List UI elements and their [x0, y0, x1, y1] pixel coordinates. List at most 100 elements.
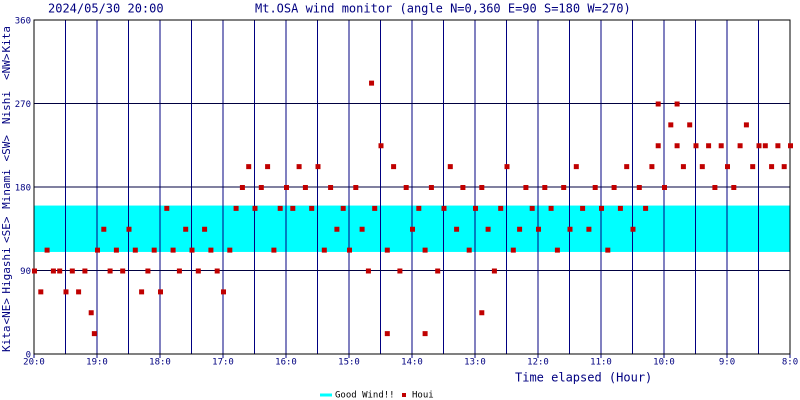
wind-point: [309, 205, 315, 211]
x-tick-label: 20:0: [23, 358, 45, 368]
wind-point: [447, 164, 453, 170]
wind-point: [479, 185, 485, 190]
x-tick-label: 10:0: [653, 358, 675, 368]
wind-point: [359, 226, 365, 232]
y-tick-label: 360: [15, 17, 31, 27]
wind-point: [233, 205, 239, 211]
wind-point: [76, 289, 82, 295]
wind-point: [384, 247, 390, 253]
wind-point: [504, 164, 510, 170]
wind-point: [706, 143, 712, 149]
x-tick-label: 9:0: [719, 358, 735, 368]
wind-point: [668, 122, 674, 128]
x-tick-label: 13:0: [464, 358, 486, 368]
wind-point: [372, 205, 378, 211]
wind-point: [441, 205, 447, 211]
wind-point: [473, 205, 478, 211]
wind-point: [403, 185, 409, 190]
y-tick-label: 270: [15, 100, 31, 110]
wind-point: [151, 247, 157, 253]
wind-point: [693, 143, 699, 149]
wind-point: [655, 101, 661, 107]
datetime: 2024/05/30 20:00: [48, 2, 164, 16]
wind-point: [750, 164, 756, 170]
wind-point: [328, 185, 334, 190]
wind-point: [617, 205, 623, 211]
wind-point: [296, 164, 302, 170]
y-axis-label: Minami: [0, 169, 13, 209]
wind-point: [101, 226, 107, 232]
wind-point: [284, 185, 289, 190]
wind-point: [454, 226, 460, 232]
wind-point: [170, 247, 176, 253]
wind-point: [523, 185, 529, 190]
wind-point: [712, 185, 718, 190]
wind-point: [139, 289, 145, 295]
legend-swatch: [402, 393, 406, 397]
wind-point: [485, 226, 491, 232]
wind-point: [321, 247, 327, 253]
wind-point: [88, 310, 94, 316]
wind-point: [636, 185, 642, 190]
y-tick-label: 90: [20, 267, 31, 277]
wind-point: [334, 226, 340, 232]
wind-point: [32, 268, 37, 274]
wind-point: [517, 226, 523, 232]
wind-point: [510, 247, 516, 253]
wind-point: [762, 143, 768, 149]
wind-point: [391, 164, 397, 170]
wind-point: [107, 268, 113, 274]
wind-point: [378, 143, 384, 149]
x-tick-label: 18:0: [149, 358, 171, 368]
wind-point: [63, 289, 69, 295]
legend-label: Good Wind!!: [335, 391, 395, 400]
wind-point: [290, 205, 296, 211]
wind-point: [586, 226, 592, 232]
wind-point: [50, 268, 56, 274]
plot-frame: [33, 19, 791, 355]
x-tick-label: 16:0: [275, 358, 297, 368]
x-tick-label: 17:0: [212, 358, 234, 368]
wind-point: [699, 164, 705, 170]
wind-point: [554, 247, 560, 253]
wind-point: [718, 143, 724, 149]
wind-point: [145, 268, 151, 274]
wind-point: [649, 164, 655, 170]
wind-point: [189, 247, 195, 253]
wind-point: [435, 268, 441, 274]
wind-point: [365, 268, 371, 274]
wind-point: [277, 205, 283, 211]
wind-point: [353, 185, 359, 190]
wind-point: [252, 205, 258, 211]
wind-point: [775, 143, 781, 149]
wind-point: [781, 164, 787, 170]
wind-point: [561, 185, 567, 190]
x-tick-label: 11:0: [590, 358, 612, 368]
wind-point: [548, 205, 554, 211]
legend-label: Houi: [412, 391, 434, 400]
wind-point: [479, 310, 485, 316]
y-axis-label: Higashi: [0, 247, 13, 293]
wind-point: [227, 247, 233, 253]
wind-point: [132, 247, 138, 253]
wind-point: [630, 226, 636, 232]
chart-title: Mt.OSA wind monitor (angle N=0,360 E=90 …: [255, 2, 631, 16]
wind-point: [410, 226, 415, 232]
wind-point: [38, 289, 44, 295]
wind-point: [214, 268, 220, 274]
wind-point: [687, 122, 693, 128]
wind-point: [536, 226, 541, 232]
wind-point: [120, 268, 126, 274]
wind-point: [302, 185, 308, 190]
wind-point: [573, 164, 579, 170]
y-axis-label: Nishi: [0, 91, 13, 124]
wind-point: [466, 247, 472, 253]
y-tick-label: 0: [26, 351, 31, 361]
wind-point: [340, 205, 346, 211]
wind-point: [44, 247, 50, 253]
x-tick-label: 15:0: [338, 358, 360, 368]
wind-point: [384, 331, 390, 337]
wind-point: [743, 122, 749, 128]
wind-point: [624, 164, 630, 170]
